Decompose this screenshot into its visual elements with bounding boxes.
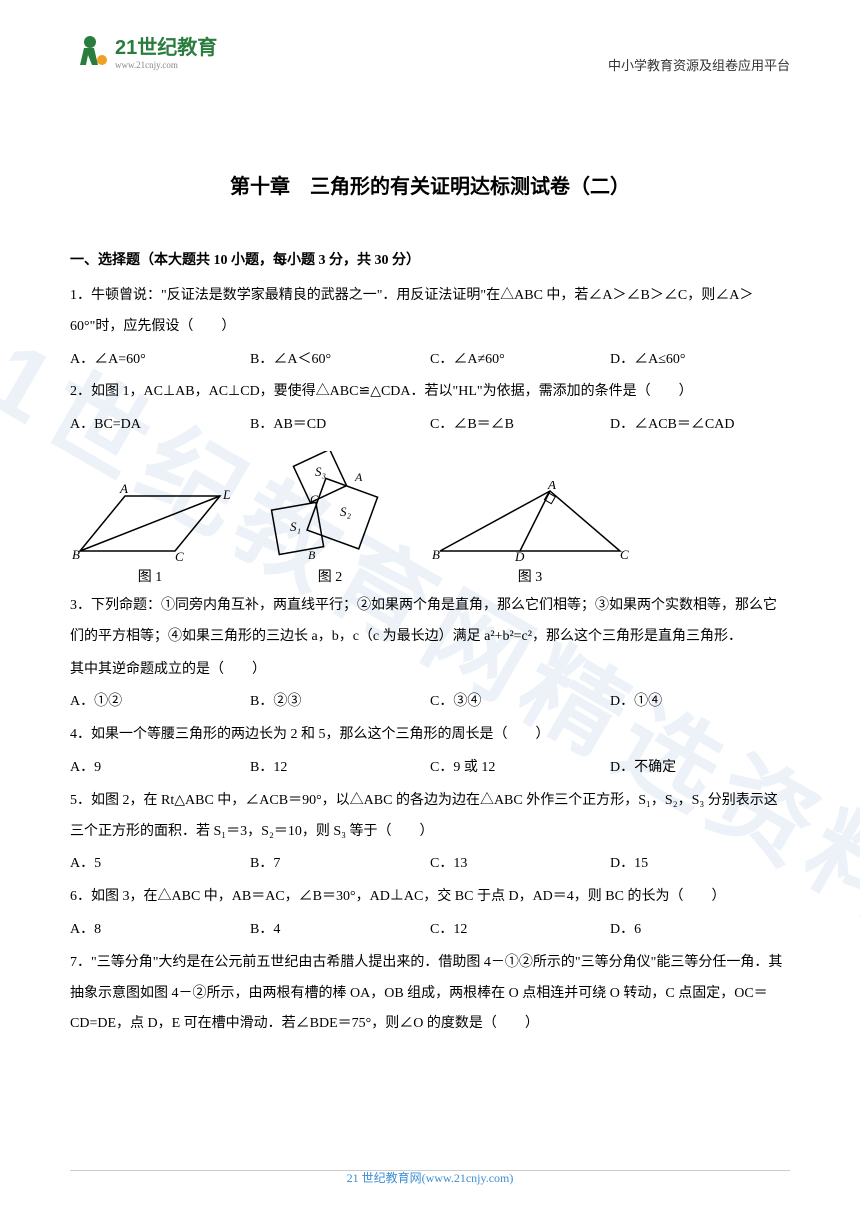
q1-option-d: D．∠A≤60° [610, 345, 790, 376]
figure-1-label: 图 1 [138, 566, 163, 586]
q1-option-c: C．∠A≠60° [430, 345, 610, 376]
figure-3-svg: A B D C [430, 481, 630, 561]
svg-text:B: B [432, 547, 440, 561]
svg-text:S₂: S₂ [340, 504, 352, 519]
question-1-options: A．∠A=60° B．∠A＜60° C．∠A≠60° D．∠A≤60° [70, 345, 790, 376]
question-4-options: A．9 B．12 C．9 或 12 D．不确定 [70, 753, 790, 784]
q4-option-d: D．不确定 [610, 753, 790, 784]
q2-option-c: C．∠B＝∠B [430, 410, 610, 441]
question-3a: 3．下列命题：①同旁内角互补，两直线平行；②如果两个角是直角，那么它们相等；③如… [70, 591, 790, 653]
q6-option-c: C．12 [430, 915, 610, 946]
header-right-text: 中小学教育资源及组卷应用平台 [608, 55, 790, 74]
question-6: 6．如图 3，在△ABC 中，AB＝AC，∠B＝30°，AD⊥AC，交 BC 于… [70, 882, 790, 913]
q6-option-d: D．6 [610, 915, 790, 946]
figure-1-svg: A D B C [70, 481, 230, 561]
q4-option-a: A．9 [70, 753, 250, 784]
question-7: 7．"三等分角"大约是在公元前五世纪由古希腊人提出来的．借助图 4－①②所示的"… [70, 948, 790, 1040]
svg-text:A: A [119, 481, 128, 496]
q3-option-c: C．③④ [430, 687, 610, 718]
question-6-options: A．8 B．4 C．12 D．6 [70, 915, 790, 946]
q1-option-b: B．∠A＜60° [250, 345, 430, 376]
question-3b: 其中其逆命题成立的是（ ） [70, 655, 790, 686]
svg-text:S₃: S₃ [315, 464, 326, 479]
svg-text:D: D [222, 487, 230, 502]
q2-option-a: A．BC=DA [70, 410, 250, 441]
q3-option-d: D．①④ [610, 687, 790, 718]
question-3-options: A．①② B．②③ C．③④ D．①④ [70, 687, 790, 718]
footer: 21 世纪教育网(www.21cnjy.com) [0, 1169, 860, 1186]
svg-text:C: C [175, 549, 184, 561]
svg-text:C: C [310, 492, 319, 506]
question-2-options: A．BC=DA B．AB＝CD C．∠B＝∠B D．∠ACB＝∠CAD [70, 410, 790, 441]
figure-3: A B D C 图 3 [430, 481, 630, 586]
svg-text:S₁: S₁ [290, 519, 301, 534]
question-1: 1．牛顿曾说："反证法是数学家最精良的武器之一"．用反证法证明"在△ABC 中，… [70, 281, 790, 343]
page-title: 第十章 三角形的有关证明达标测试卷（二） [70, 170, 790, 199]
q2-option-b: B．AB＝CD [250, 410, 430, 441]
figure-3-label: 图 3 [518, 566, 543, 586]
svg-text:B: B [308, 548, 316, 561]
figure-2-label: 图 2 [318, 566, 343, 586]
figures-row: A D B C 图 1 S₁ S₂ S₃ A B C 图 2 [70, 451, 790, 586]
svg-text:B: B [72, 547, 80, 561]
figure-2-svg: S₁ S₂ S₃ A B C [260, 451, 400, 561]
svg-text:A: A [547, 481, 556, 492]
q5-option-a: A．5 [70, 849, 250, 880]
q5-option-d: D．15 [610, 849, 790, 880]
figure-1: A D B C 图 1 [70, 481, 230, 586]
q3-option-a: A．①② [70, 687, 250, 718]
q1-option-a: A．∠A=60° [70, 345, 250, 376]
q6-option-a: A．8 [70, 915, 250, 946]
logo-sub-text: www.21cnjy.com [115, 60, 217, 70]
logo-icon [70, 30, 110, 70]
q3-option-b: B．②③ [250, 687, 430, 718]
question-2: 2．如图 1，AC⊥AB，AC⊥CD，要使得△ABC≌△CDA．若以"HL"为依… [70, 377, 790, 408]
question-5: 5．如图 2，在 Rt△ABC 中，∠ACB＝90°，以△ABC 的各边为边在△… [70, 786, 790, 848]
svg-text:D: D [514, 549, 525, 561]
logo-main-text: 21世纪教育 [115, 31, 217, 60]
q4-option-c: C．9 或 12 [430, 753, 610, 784]
section-header: 一、选择题（本大题共 10 小题，每小题 3 分，共 30 分） [70, 249, 790, 269]
q5-option-c: C．13 [430, 849, 610, 880]
q6-option-b: B．4 [250, 915, 430, 946]
header-logo: 21世纪教育 www.21cnjy.com [70, 30, 217, 70]
q5-option-b: B．7 [250, 849, 430, 880]
svg-text:A: A [354, 470, 363, 484]
svg-text:C: C [620, 547, 629, 561]
question-5-options: A．5 B．7 C．13 D．15 [70, 849, 790, 880]
q2-option-d: D．∠ACB＝∠CAD [610, 410, 790, 441]
question-4: 4．如果一个等腰三角形的两边长为 2 和 5，那么这个三角形的周长是（ ） [70, 720, 790, 751]
q4-option-b: B．12 [250, 753, 430, 784]
figure-2: S₁ S₂ S₃ A B C 图 2 [260, 451, 400, 586]
